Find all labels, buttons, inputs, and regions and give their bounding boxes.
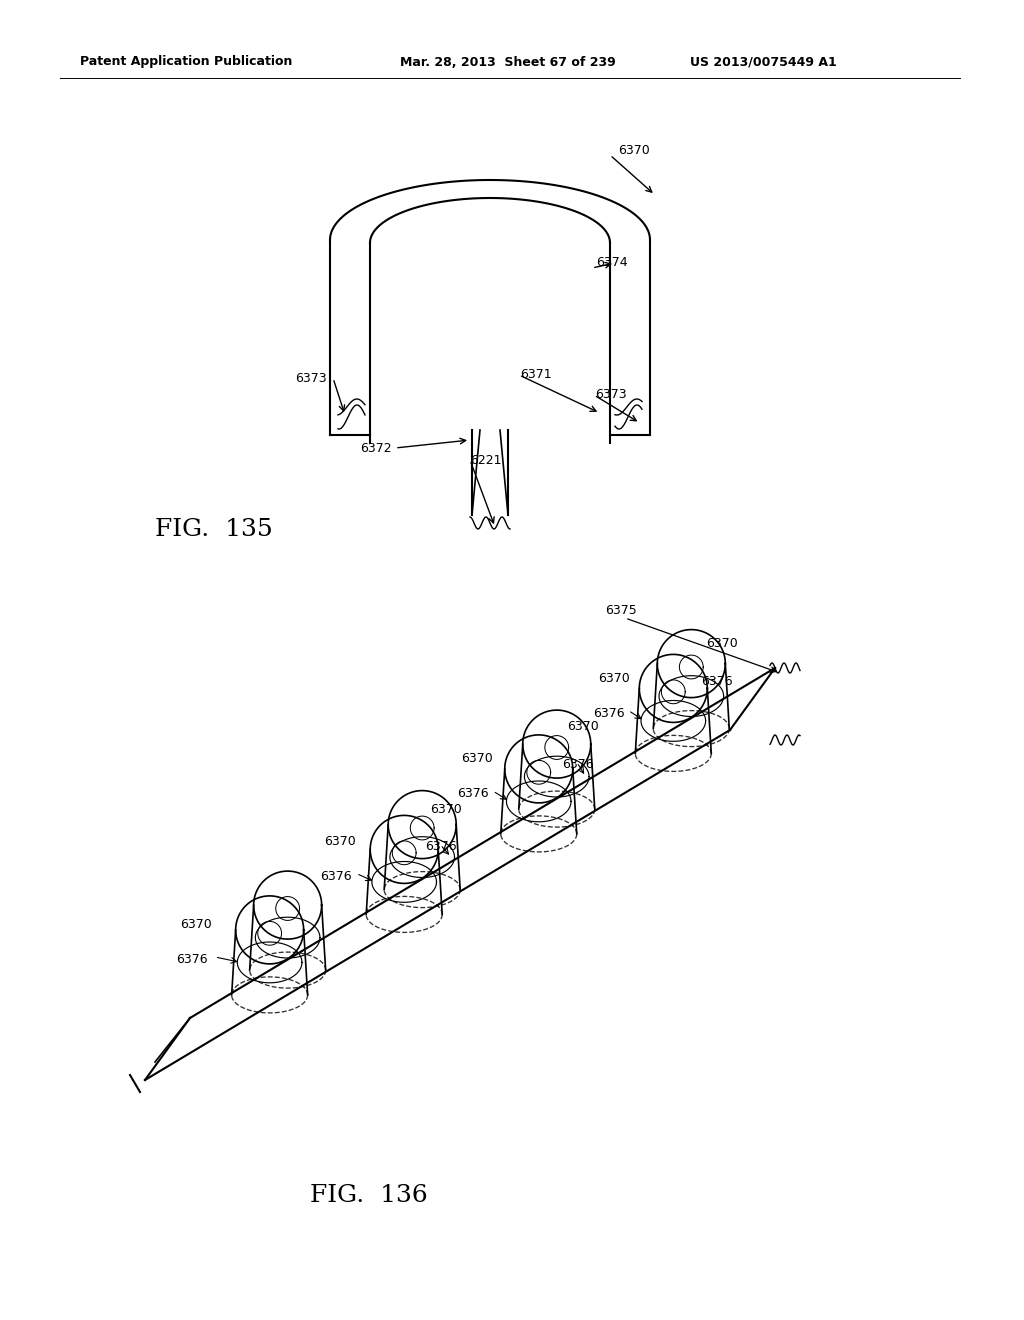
Text: Mar. 28, 2013  Sheet 67 of 239: Mar. 28, 2013 Sheet 67 of 239 — [400, 55, 615, 69]
Text: FIG.  135: FIG. 135 — [155, 519, 272, 541]
Text: 6376: 6376 — [176, 953, 207, 966]
Text: Patent Application Publication: Patent Application Publication — [80, 55, 293, 69]
Text: 6370: 6370 — [461, 752, 493, 766]
Text: 6376: 6376 — [562, 758, 593, 771]
Text: 6370: 6370 — [707, 638, 738, 651]
Text: 6370: 6370 — [179, 919, 211, 932]
Text: 6374: 6374 — [596, 256, 628, 269]
Text: 6372: 6372 — [360, 441, 391, 454]
Text: 6376: 6376 — [321, 870, 352, 883]
Text: 6370: 6370 — [618, 144, 650, 157]
Text: US 2013/0075449 A1: US 2013/0075449 A1 — [690, 55, 837, 69]
Text: 6370: 6370 — [325, 836, 356, 847]
Text: 6370: 6370 — [598, 672, 630, 685]
Text: 6373: 6373 — [595, 388, 627, 401]
Text: 6370: 6370 — [566, 719, 598, 733]
Text: FIG.  136: FIG. 136 — [310, 1184, 428, 1206]
Text: 6221: 6221 — [470, 454, 502, 466]
Text: 6376: 6376 — [457, 788, 488, 800]
Text: 6376: 6376 — [425, 840, 457, 853]
Text: 6376: 6376 — [701, 675, 733, 688]
Text: 6375: 6375 — [605, 603, 637, 616]
Text: 6370: 6370 — [430, 803, 462, 816]
Text: 6371: 6371 — [520, 368, 552, 381]
Text: 6373: 6373 — [295, 371, 327, 384]
Text: 6376: 6376 — [593, 708, 625, 719]
